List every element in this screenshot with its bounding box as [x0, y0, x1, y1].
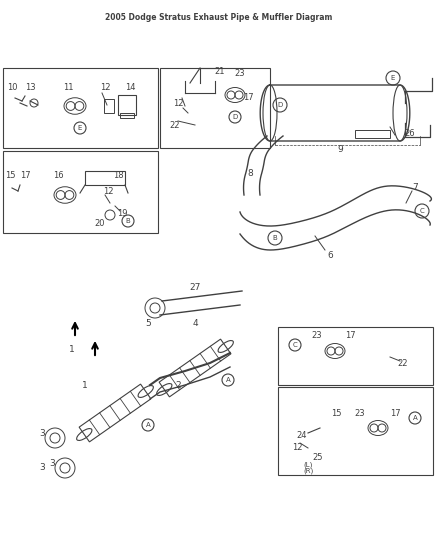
- Text: D: D: [277, 102, 283, 108]
- Bar: [3, 151, 158, 233]
- Bar: [160, 68, 270, 148]
- Text: 22: 22: [398, 359, 408, 367]
- Text: 9: 9: [337, 144, 343, 154]
- Text: 6: 6: [327, 251, 333, 260]
- Text: 3: 3: [39, 464, 45, 472]
- Text: 26: 26: [405, 128, 415, 138]
- Text: 17: 17: [390, 408, 400, 417]
- Text: 17: 17: [243, 93, 253, 102]
- Text: E: E: [78, 125, 82, 131]
- Text: 17: 17: [20, 171, 30, 180]
- Text: 4: 4: [192, 319, 198, 327]
- Text: A: A: [145, 422, 150, 428]
- Text: 11: 11: [63, 84, 73, 93]
- Bar: [85, 171, 125, 185]
- Text: 15: 15: [5, 171, 15, 180]
- Bar: [120, 113, 134, 118]
- Bar: [355, 130, 390, 138]
- Text: 23: 23: [355, 408, 365, 417]
- Text: 25: 25: [313, 454, 323, 463]
- Text: 12: 12: [292, 443, 302, 453]
- Text: C: C: [420, 208, 424, 214]
- Text: 13: 13: [25, 84, 35, 93]
- Text: 15: 15: [331, 408, 341, 417]
- Text: A: A: [226, 377, 230, 383]
- Text: D: D: [233, 114, 238, 120]
- Text: 3: 3: [39, 429, 45, 438]
- Text: 16: 16: [53, 171, 64, 180]
- Text: C: C: [293, 342, 297, 348]
- Text: 18: 18: [113, 171, 124, 180]
- Text: 12: 12: [100, 84, 110, 93]
- Text: 12: 12: [103, 187, 113, 196]
- Text: 2: 2: [175, 381, 181, 390]
- Text: 2005 Dodge Stratus Exhaust Pipe & Muffler Diagram: 2005 Dodge Stratus Exhaust Pipe & Muffle…: [105, 13, 333, 22]
- Text: 24: 24: [297, 431, 307, 440]
- Text: 7: 7: [412, 183, 418, 192]
- Text: 27: 27: [189, 284, 201, 293]
- Text: 8: 8: [247, 168, 253, 177]
- Text: 1: 1: [69, 345, 75, 354]
- Text: E: E: [391, 75, 395, 81]
- Text: B: B: [272, 235, 277, 241]
- Text: 3: 3: [49, 458, 55, 467]
- Text: 1: 1: [82, 381, 88, 390]
- Text: 22: 22: [170, 120, 180, 130]
- Text: 19: 19: [117, 208, 127, 217]
- Text: 20: 20: [95, 219, 105, 228]
- Text: 12: 12: [173, 99, 183, 108]
- Text: 14: 14: [125, 84, 135, 93]
- Text: (R): (R): [303, 468, 313, 474]
- Text: 17: 17: [345, 330, 355, 340]
- Bar: [3, 68, 158, 148]
- Bar: [278, 387, 433, 475]
- Bar: [278, 327, 433, 385]
- Text: 23: 23: [235, 69, 245, 77]
- Text: 23: 23: [312, 330, 322, 340]
- Bar: [104, 99, 114, 113]
- Text: 5: 5: [145, 319, 151, 327]
- Text: A: A: [413, 415, 417, 421]
- Text: (L): (L): [303, 462, 313, 469]
- Text: B: B: [126, 218, 131, 224]
- Text: 10: 10: [7, 84, 17, 93]
- Text: 21: 21: [215, 67, 225, 76]
- Bar: [118, 95, 136, 115]
